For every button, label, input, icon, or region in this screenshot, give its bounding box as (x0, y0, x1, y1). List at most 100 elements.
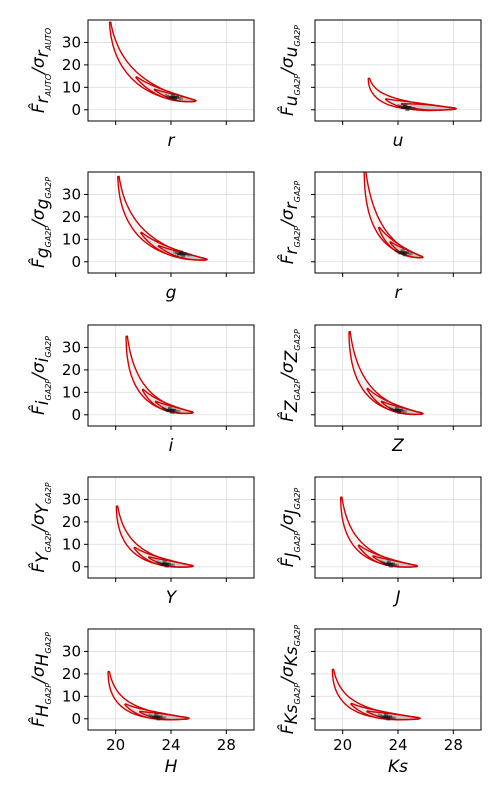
density-cell (165, 565, 167, 568)
y-label-part: GA2P (44, 531, 53, 553)
density-cell (387, 561, 389, 564)
density-cell (161, 563, 163, 566)
y-label-part: AUTO (44, 28, 53, 52)
density-cell (407, 251, 409, 254)
x-axis-label: u (393, 131, 404, 151)
density-cell (403, 104, 405, 107)
density-cell (389, 407, 391, 410)
density-cell (392, 717, 394, 720)
y-axis-label-text: F̂YGA2P/σYGA2P (28, 482, 53, 572)
density-cell (381, 561, 383, 564)
density-cell (175, 251, 177, 254)
subplot-7: 0102030YF̂YGA2P/σYGA2P (28, 477, 254, 608)
x-axis-label: J (392, 588, 400, 608)
y-label-part: g (33, 198, 53, 209)
density-cell (177, 252, 179, 255)
y-tick-label: 20 (62, 665, 81, 683)
y-label-part: GA2P (293, 379, 302, 401)
y-tick-label: 10 (62, 230, 81, 248)
y-label-part: GA2P (293, 683, 302, 705)
y-tick-label: 30 (62, 642, 81, 660)
y-axis-label-text: F̂ZGA2P/σZGA2P (277, 329, 302, 422)
subplot-10: 20 24 28KsF̂KsGA2P/σKsGA2P (277, 625, 481, 777)
subplot-8: J F̂JGA2P/σJGA2P (277, 477, 481, 608)
y-label-part: u (282, 46, 302, 57)
y-label-part: /σ (278, 208, 298, 228)
subplot-4: rF̂rGA2P/σrGA2P (277, 168, 481, 304)
y-tick-label: 30 (62, 185, 81, 203)
y-label-part: H (33, 653, 53, 666)
x-axis-label: H (165, 757, 178, 777)
density-cell (178, 410, 180, 413)
y-tick-label: 0 (71, 406, 81, 424)
density-cell (175, 98, 177, 101)
density-cell (389, 565, 391, 568)
density-cell (405, 253, 407, 256)
density-cell (179, 250, 181, 253)
y-label-part: F̂ (277, 106, 298, 116)
y-label-part: GA2P (293, 226, 302, 248)
y-tick-label: 0 (71, 253, 81, 271)
y-axis-label: F̂ZGA2P/σZGA2P (277, 329, 302, 422)
y-axis-label: F̂JGA2P/σJGA2P (277, 488, 302, 568)
y-label-part: /σ (278, 56, 298, 76)
y-axis-label: F̂rAUTO/σrAUTO (28, 28, 53, 113)
y-label-part: GA2P (293, 25, 302, 47)
y-tick-label: 30 (62, 338, 81, 356)
subplot-6: ZF̂ZGA2P/σZGA2P (277, 325, 481, 456)
density-cell (185, 252, 187, 255)
density-cell (403, 410, 405, 413)
y-label-part: F̂ (277, 724, 298, 734)
y-label-part: /σ (29, 665, 49, 685)
y-axis-label: F̂rGA2P/σrGA2P (277, 181, 302, 265)
density-cell (389, 561, 391, 564)
x-tick-label: 20 (106, 736, 125, 754)
density-cell (397, 407, 399, 410)
subplot-1: 0102030rF̂rAUTO/σrAUTO (28, 20, 254, 151)
density-cell (181, 97, 183, 100)
y-label-part: AUTO (44, 74, 53, 98)
density-cell (165, 94, 167, 97)
density-cell (401, 106, 403, 109)
y-label-part: GA2P (44, 177, 53, 199)
density-cell (403, 253, 405, 256)
y-tick-label: 20 (62, 361, 81, 379)
y-tick-label: 10 (62, 535, 81, 553)
y-axis-label: F̂HGA2P/σHGA2P (28, 632, 53, 727)
density-cell (165, 561, 167, 564)
density-cell (177, 96, 179, 99)
density-cell (390, 716, 392, 719)
density-cell (411, 107, 413, 110)
y-label-part: GA2P (44, 683, 53, 705)
density-cell (391, 565, 393, 568)
density-cell (164, 717, 166, 720)
density-cell (383, 562, 385, 565)
density-cell (391, 408, 393, 411)
density-cell (171, 94, 173, 97)
density-cell (173, 564, 175, 567)
x-tick-label: 28 (444, 736, 463, 754)
density-cell (170, 407, 172, 410)
subplot-9: 20 24 280102030HF̂HGA2P/σHGA2P (28, 629, 254, 777)
y-label-part: GA2P (293, 74, 302, 96)
x-tick-label: 24 (161, 736, 180, 754)
y-label-part: Z (282, 400, 302, 413)
y-label-part: F̂ (28, 103, 49, 113)
density-cell (407, 108, 409, 111)
y-label-part: F̂ (28, 563, 49, 573)
y-label-part: Ks (282, 646, 302, 666)
density-cell (393, 409, 395, 412)
density-cell (399, 411, 401, 414)
density-cell (393, 563, 395, 566)
y-label-part: F̂ (277, 557, 298, 567)
density-cell (384, 714, 386, 717)
density-cell (385, 563, 387, 566)
density-cell (174, 409, 176, 412)
density-cell (173, 98, 175, 101)
density-cell (395, 407, 397, 410)
y-axis-label-text: F̂JGA2P/σJGA2P (277, 488, 302, 568)
y-axis-label-text: F̂uGA2P/σuGA2P (277, 25, 302, 116)
density-cell (411, 252, 413, 255)
density-cell (382, 716, 384, 719)
